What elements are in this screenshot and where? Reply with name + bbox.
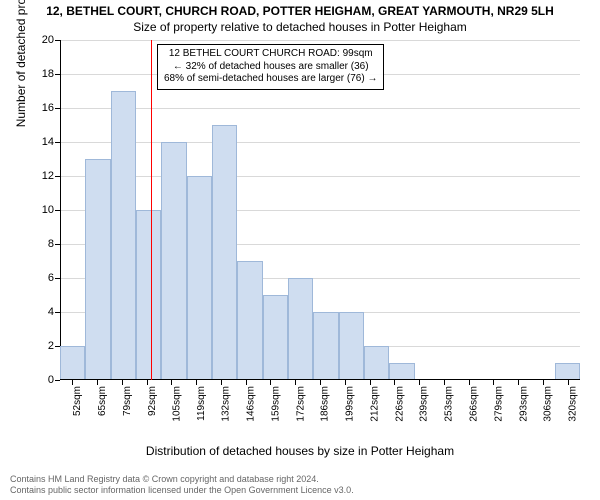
- x-tick-label: 253sqm: [444, 386, 455, 422]
- y-tick-mark: [55, 380, 60, 381]
- chart-container: 12, BETHEL COURT, CHURCH ROAD, POTTER HE…: [0, 0, 600, 500]
- y-tick-mark: [55, 142, 60, 143]
- x-tick-mark: [196, 380, 197, 385]
- x-tick-mark: [543, 380, 544, 385]
- x-tick-label: 172sqm: [295, 386, 306, 422]
- x-tick-mark: [171, 380, 172, 385]
- histogram-bar: [555, 363, 580, 380]
- x-tick-mark: [394, 380, 395, 385]
- y-tick-label: 14: [22, 136, 54, 148]
- x-tick-label: 105sqm: [171, 386, 182, 422]
- histogram-bar: [85, 159, 110, 380]
- x-tick-mark: [72, 380, 73, 385]
- histogram-bar: [212, 125, 237, 380]
- x-tick-label: 92sqm: [147, 386, 158, 416]
- y-tick-label: 16: [22, 102, 54, 114]
- histogram-bar: [237, 261, 262, 380]
- bars-group: [60, 40, 580, 380]
- y-tick-label: 18: [22, 68, 54, 80]
- x-tick-label: 146sqm: [246, 386, 257, 422]
- x-tick-mark: [97, 380, 98, 385]
- x-tick-mark: [370, 380, 371, 385]
- histogram-bar: [313, 312, 338, 380]
- y-tick-mark: [55, 278, 60, 279]
- y-tick-label: 0: [22, 374, 54, 386]
- y-tick-mark: [55, 312, 60, 313]
- x-tick-mark: [469, 380, 470, 385]
- footer-line1: Contains HM Land Registry data © Crown c…: [10, 474, 354, 485]
- histogram-bar: [136, 210, 161, 380]
- x-tick-label: 239sqm: [419, 386, 430, 422]
- y-tick-label: 8: [22, 238, 54, 250]
- x-tick-label: 159sqm: [270, 386, 281, 422]
- x-tick-label: 199sqm: [345, 386, 356, 422]
- x-tick-mark: [221, 380, 222, 385]
- x-tick-mark: [345, 380, 346, 385]
- annotation-line1: 12 BETHEL COURT CHURCH ROAD: 99sqm: [164, 48, 377, 61]
- histogram-bar: [111, 91, 136, 380]
- x-tick-mark: [444, 380, 445, 385]
- footer-credits: Contains HM Land Registry data © Crown c…: [10, 474, 354, 496]
- x-tick-mark: [122, 380, 123, 385]
- x-tick-label: 119sqm: [196, 386, 207, 421]
- x-ticks: 52sqm 65sqm 79sqm 92sqm 105sqm 119sqm 132sqm 14…: [60, 382, 580, 442]
- y-tick-mark: [55, 108, 60, 109]
- x-tick-label: 132sqm: [221, 386, 232, 422]
- histogram-bar: [187, 176, 212, 380]
- x-tick-label: 293sqm: [518, 386, 529, 422]
- histogram-bar: [339, 312, 364, 380]
- x-tick-label: 52sqm: [72, 386, 83, 416]
- x-tick-label: 279sqm: [493, 386, 504, 422]
- y-tick-label: 20: [22, 34, 54, 46]
- y-tick-label: 10: [22, 204, 54, 216]
- x-tick-mark: [568, 380, 569, 385]
- annotation-box: 12 BETHEL COURT CHURCH ROAD: 99sqm ← 32%…: [157, 44, 384, 90]
- y-tick-mark: [55, 40, 60, 41]
- x-tick-label: 65sqm: [97, 386, 108, 416]
- x-tick-mark: [518, 380, 519, 385]
- y-tick-mark: [55, 74, 60, 75]
- y-tick-label: 12: [22, 170, 54, 182]
- histogram-bar: [364, 346, 389, 380]
- histogram-bar: [60, 346, 85, 380]
- annotation-line2: ← 32% of detached houses are smaller (36…: [164, 61, 377, 74]
- histogram-bar: [161, 142, 186, 380]
- x-tick-label: 186sqm: [320, 386, 331, 422]
- footer-line2: Contains public sector information licen…: [10, 485, 354, 496]
- annotation-line3: 68% of semi-detached houses are larger (…: [164, 73, 377, 86]
- y-tick-mark: [55, 176, 60, 177]
- y-tick-mark: [55, 210, 60, 211]
- histogram-bar: [263, 295, 288, 380]
- x-tick-mark: [320, 380, 321, 385]
- x-axis-label: Distribution of detached houses by size …: [0, 444, 600, 458]
- chart-subtitle: Size of property relative to detached ho…: [0, 20, 600, 34]
- histogram-bar: [288, 278, 313, 380]
- y-tick-label: 4: [22, 306, 54, 318]
- x-tick-label: 226sqm: [394, 386, 405, 422]
- histogram-bar: [389, 363, 414, 380]
- x-tick-label: 306sqm: [543, 386, 554, 422]
- reference-line: [151, 40, 152, 380]
- y-tick-label: 2: [22, 340, 54, 352]
- x-tick-mark: [246, 380, 247, 385]
- x-tick-label: 266sqm: [469, 386, 480, 422]
- x-tick-mark: [295, 380, 296, 385]
- y-tick-mark: [55, 244, 60, 245]
- x-tick-mark: [419, 380, 420, 385]
- address-title: 12, BETHEL COURT, CHURCH ROAD, POTTER HE…: [0, 4, 600, 18]
- x-tick-label: 320sqm: [568, 386, 579, 422]
- y-tick-label: 6: [22, 272, 54, 284]
- x-tick-mark: [147, 380, 148, 385]
- x-tick-label: 212sqm: [370, 386, 381, 422]
- y-tick-mark: [55, 346, 60, 347]
- x-tick-label: 79sqm: [122, 386, 133, 416]
- x-tick-mark: [270, 380, 271, 385]
- x-tick-mark: [493, 380, 494, 385]
- plot-area: 12 BETHEL COURT CHURCH ROAD: 99sqm ← 32%…: [60, 40, 580, 380]
